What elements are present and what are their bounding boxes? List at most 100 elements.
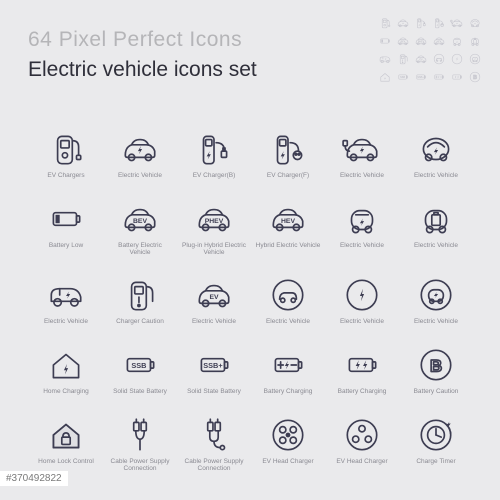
icon-cell: Cable Power Supply Connection [180, 414, 248, 473]
icon-label: Battery Charging [338, 389, 387, 396]
preview-icon [396, 16, 410, 30]
preview-icon: SSB+ [414, 70, 428, 84]
preview-icon [468, 16, 482, 30]
icon-cell: Home Charging [32, 344, 100, 396]
car-compact-icon [341, 198, 383, 240]
preview-icon: HEV [432, 34, 446, 48]
icon-cell: EV Head Charger [328, 414, 396, 473]
cable2-icon [193, 414, 235, 456]
preview-icon [450, 16, 464, 30]
icon-cell: B Battery Caution [402, 344, 470, 396]
svg-text:HEV: HEV [281, 218, 295, 225]
icon-label: EV Head Charger [262, 459, 313, 466]
icon-label: Charger Caution [116, 319, 164, 326]
icon-cell: EV Electric Vehicle [180, 274, 248, 326]
preview-icon [414, 16, 428, 30]
icon-cell: Home Lock Control [32, 414, 100, 473]
icon-label: Electric Vehicle [44, 319, 88, 326]
preview-icon [378, 34, 392, 48]
preview-icon-grid: BEV PHEV HEV EV SSB SSB+ B [378, 16, 482, 84]
car-side-icon [45, 274, 87, 316]
battery-low-icon [45, 198, 87, 240]
icon-cell: Electric Vehicle [328, 274, 396, 326]
icon-label: Cable Power Supply Connection [107, 459, 173, 473]
car-icon [119, 128, 161, 170]
icon-label: Electric Vehicle [414, 173, 458, 180]
icon-cell: EV Charger(B) [180, 128, 248, 180]
preview-icon [450, 34, 464, 48]
charger-plug-icon [193, 128, 235, 170]
svg-text:SSB: SSB [400, 76, 405, 79]
icon-cell: Electric Vehicle [328, 198, 396, 257]
car-plug-icon [341, 128, 383, 170]
icon-label: Electric Vehicle [192, 319, 236, 326]
charger-plug2-icon [267, 128, 309, 170]
preview-icon [378, 70, 392, 84]
icon-cell: SSB+ Solid State Battery [180, 344, 248, 396]
icon-cell: Electric Vehicle [254, 274, 322, 326]
preview-icon [432, 52, 446, 66]
car-ev-icon: EV [193, 274, 235, 316]
icon-label: Electric Vehicle [118, 173, 162, 180]
svg-text:SSB+: SSB+ [203, 361, 222, 370]
circle-bolt-icon [341, 274, 383, 316]
icon-cell: BEVBattery Electric Vehicle [106, 198, 174, 257]
car-hev-icon: HEV [267, 198, 309, 240]
icon-label: Electric Vehicle [340, 243, 384, 250]
cable1-icon [119, 414, 161, 456]
svg-text:BEV: BEV [133, 218, 147, 225]
preview-icon [450, 52, 464, 66]
icon-label: Plug-in Hybrid Electric Vehicle [181, 243, 247, 257]
icon-cell: PHEVPlug-in Hybrid Electric Vehicle [180, 198, 248, 257]
circle-car2-icon [415, 274, 457, 316]
icon-cell: EV Charger(F) [254, 128, 322, 180]
icon-cell: HEV Hybrid Electric Vehicle [254, 198, 322, 257]
svg-text:SSB: SSB [131, 361, 146, 370]
preview-icon [378, 52, 392, 66]
icon-label: Hybrid Electric Vehicle [256, 243, 321, 250]
icon-label: Home Charging [43, 389, 89, 396]
preview-icon [432, 16, 446, 30]
icon-label: Solid State Battery [187, 389, 241, 396]
icon-cell: Battery Charging [328, 344, 396, 396]
house-bolt-icon [45, 344, 87, 386]
icon-label: EV Charger(B) [193, 173, 236, 180]
icon-cell: Charge Timer [402, 414, 470, 473]
svg-text:B: B [473, 75, 477, 81]
car-battery-icon [415, 198, 457, 240]
charger-warn-icon [119, 274, 161, 316]
svg-text:EV: EV [419, 59, 423, 61]
preview-icon: BEV [396, 34, 410, 48]
icon-label: Electric Vehicle [266, 319, 310, 326]
preview-icon [450, 70, 464, 84]
preview-icon [468, 52, 482, 66]
preview-icon [468, 34, 482, 48]
icon-label: Charge Timer [416, 459, 455, 466]
icon-label: Electric Vehicle [414, 243, 458, 250]
preview-icon: B [468, 70, 482, 84]
preview-icon: EV [414, 52, 428, 66]
icon-label: Battery Caution [414, 389, 459, 396]
house-lock-icon [45, 414, 87, 456]
main-icon-grid: EV Chargers Electric Vehicle EV Charger(B)… [32, 128, 470, 473]
icon-cell: Battery Low [32, 198, 100, 257]
icon-cell: Electric Vehicle [32, 274, 100, 326]
icon-cell: Charger Caution [106, 274, 174, 326]
icon-label: Electric Vehicle [340, 173, 384, 180]
batt-charge2-icon [341, 344, 383, 386]
svg-text:SSB+: SSB+ [417, 76, 424, 79]
icon-cell: Electric Vehicle [402, 198, 470, 257]
svg-text:B: B [430, 357, 442, 376]
circle-timer-icon [415, 414, 457, 456]
preview-icon [378, 16, 392, 30]
batt-ssb-icon: SSB [119, 344, 161, 386]
preview-icon: PHEV [414, 34, 428, 48]
stock-id-badge: #370492822 [0, 471, 68, 486]
icon-label: Battery Low [49, 243, 83, 250]
icon-cell: Electric Vehicle [106, 128, 174, 180]
svg-text:BEV: BEV [401, 41, 406, 43]
icon-cell: EV Chargers [32, 128, 100, 180]
icon-label: Home Lock Control [38, 459, 94, 466]
icon-cell: Electric Vehicle [402, 274, 470, 326]
preview-icon: SSB [396, 70, 410, 84]
